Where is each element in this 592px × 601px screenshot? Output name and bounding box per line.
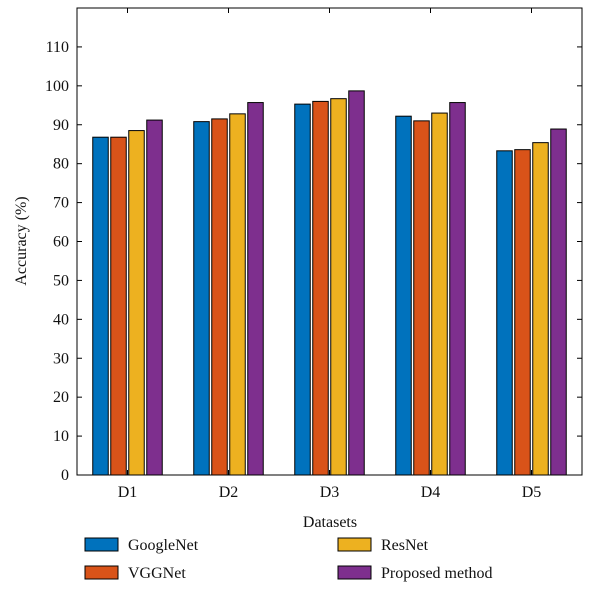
y-tick-label: 40 [53,311,69,328]
bar-d2-resnet [229,113,246,476]
bar-d2-googlenet [193,121,210,476]
bar-d4-proposed-method [449,102,466,476]
bar-d5-googlenet [496,150,513,476]
legend-swatch-googlenet [84,537,119,552]
bars-layer [92,90,567,476]
legend-label-proposed-method: Proposed method [381,565,493,582]
x-tick-label: D4 [421,484,441,501]
legend-swatch-proposed-method [337,565,372,580]
bar-d4-vggnet [413,120,430,476]
y-tick-label: 110 [46,39,69,56]
x-axis-title: Datasets [303,514,357,531]
y-tick-label: 100 [45,78,69,95]
legend-label-resnet: ResNet [381,537,429,554]
bar-d5-proposed-method [550,128,567,476]
bar-d3-vggnet [312,100,329,476]
y-tick-label: 10 [53,428,69,445]
legend-swatch-resnet [337,537,372,552]
y-tick-label: 80 [53,156,69,173]
bar-d1-googlenet [92,136,109,476]
bar-d3-resnet [330,98,347,476]
bar-d3-proposed-method [348,90,365,476]
bar-d5-resnet [532,142,549,476]
bar-d2-proposed-method [247,102,264,476]
bar-d1-resnet [128,130,145,476]
y-tick-label: 60 [53,234,69,251]
x-tick-label: D1 [118,484,138,501]
x-tick-label: D3 [320,484,340,501]
y-tick-label: 70 [53,195,69,212]
bar-d5-vggnet [514,149,531,476]
x-tick-label: D2 [219,484,239,501]
bar-d4-googlenet [395,115,412,476]
x-tick-label: D5 [522,484,542,501]
bar-d2-vggnet [211,118,228,476]
legend-label-googlenet: GoogleNet [128,537,199,554]
legend-swatch-vggnet [84,565,119,580]
legend-label-vggnet: VGGNet [128,565,186,582]
y-tick-label: 90 [53,117,69,134]
y-tick-label: 30 [53,350,69,367]
bar-d3-googlenet [294,103,311,476]
bar-d4-resnet [431,112,448,476]
y-axis-title: Accuracy (%) [13,196,30,285]
bar-d1-vggnet [110,136,127,476]
y-tick-label: 50 [53,272,69,289]
axes-layer: 0 10 20 30 40 50 60 70 80 90 100 110 D1 D2 D3 D4 D5 [45,8,582,501]
legend: GoogleNet VGGNet ResNet Proposed method [84,537,493,582]
y-tick-label: 0 [61,467,69,484]
bar-d1-proposed-method [146,119,163,476]
y-tick-label: 20 [53,389,69,406]
